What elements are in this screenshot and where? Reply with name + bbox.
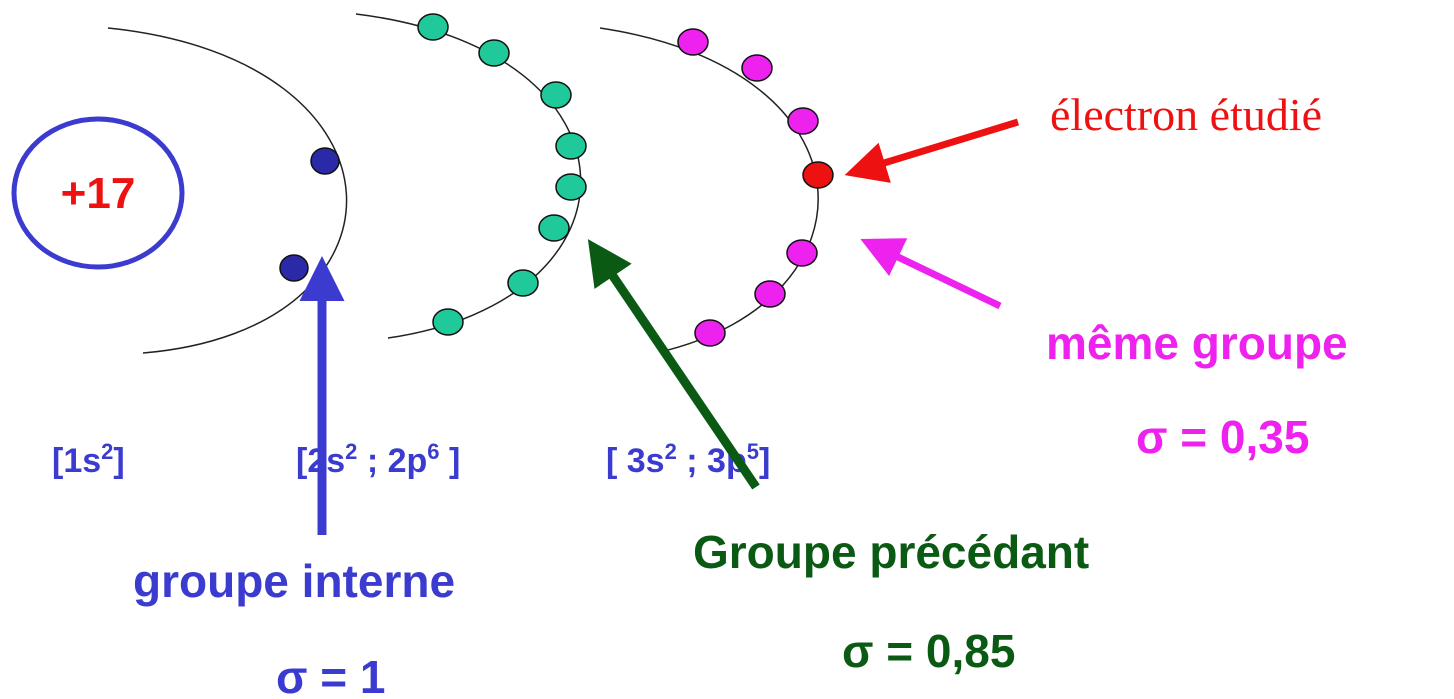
previous-group-label: Groupe précédant: [693, 526, 1089, 578]
previous-group-arrow: [587, 239, 760, 490]
same-group-arrow: [860, 238, 1002, 310]
internal-group-sigma: σ = 1: [276, 651, 385, 699]
studied-arrow: [844, 118, 1020, 183]
nucleus-ring: [11, 116, 185, 270]
electron: [787, 107, 819, 135]
electron: [432, 308, 464, 336]
electron: [694, 319, 726, 347]
nucleus: +17: [11, 116, 185, 270]
electron: [478, 39, 510, 67]
shell-3-electrons: [677, 28, 834, 347]
electron: [555, 173, 587, 201]
electron: [507, 269, 539, 297]
previous-group-sigma: σ = 0,85: [842, 625, 1015, 677]
shell-2-arc: [355, 13, 582, 339]
electron: [754, 280, 786, 308]
same-group-label: même groupe: [1046, 317, 1348, 369]
electron: [786, 239, 818, 267]
electron: [310, 147, 340, 175]
electron: [279, 254, 309, 282]
electron: [677, 28, 709, 56]
studied-electron: [802, 161, 834, 189]
shell-1-arc: [107, 27, 348, 354]
nucleus-charge: +17: [61, 169, 136, 218]
electron: [540, 81, 572, 109]
studied-label: électron étudié: [1050, 89, 1322, 140]
electron: [741, 54, 773, 82]
shell-1-config: [1s2]: [52, 439, 125, 480]
internal-group-label: groupe interne: [133, 555, 455, 607]
electron: [555, 132, 587, 160]
electron: [538, 214, 570, 242]
electron: [417, 13, 449, 41]
shell-2-electrons: [417, 13, 587, 336]
same-group-sigma: σ = 0,35: [1136, 411, 1309, 463]
